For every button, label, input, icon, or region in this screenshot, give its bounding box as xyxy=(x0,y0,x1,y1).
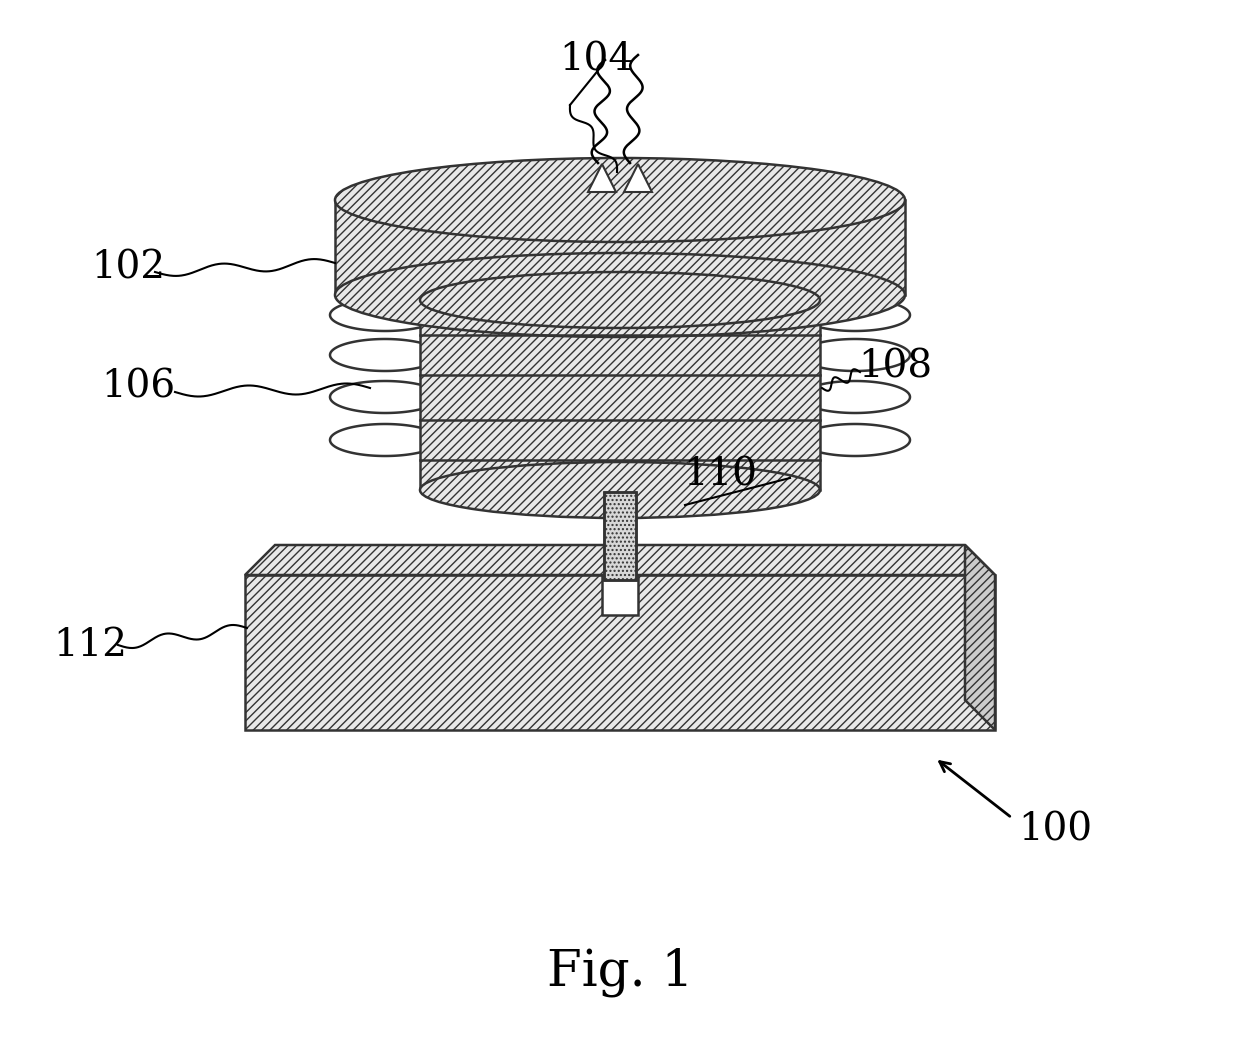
Polygon shape xyxy=(330,299,440,331)
Polygon shape xyxy=(246,575,994,730)
Polygon shape xyxy=(624,164,652,192)
Polygon shape xyxy=(965,545,994,730)
Polygon shape xyxy=(588,164,616,192)
Polygon shape xyxy=(330,339,440,371)
Polygon shape xyxy=(601,575,639,615)
Polygon shape xyxy=(800,339,910,371)
Polygon shape xyxy=(604,492,636,579)
Text: 112: 112 xyxy=(53,627,126,663)
Text: 108: 108 xyxy=(858,348,932,386)
Polygon shape xyxy=(330,424,440,456)
Text: Fig. 1: Fig. 1 xyxy=(547,948,693,997)
Ellipse shape xyxy=(335,253,905,337)
Ellipse shape xyxy=(335,158,905,242)
Polygon shape xyxy=(800,424,910,456)
Polygon shape xyxy=(800,299,910,331)
Text: 100: 100 xyxy=(1018,812,1092,848)
Ellipse shape xyxy=(420,272,820,328)
Polygon shape xyxy=(246,545,994,575)
Polygon shape xyxy=(800,381,910,413)
Text: 102: 102 xyxy=(91,250,165,287)
Ellipse shape xyxy=(420,462,820,518)
Text: 104: 104 xyxy=(559,42,634,78)
Polygon shape xyxy=(335,200,905,295)
Text: 106: 106 xyxy=(100,368,175,406)
Polygon shape xyxy=(420,300,820,490)
Text: 110: 110 xyxy=(683,456,756,494)
Polygon shape xyxy=(330,381,440,413)
